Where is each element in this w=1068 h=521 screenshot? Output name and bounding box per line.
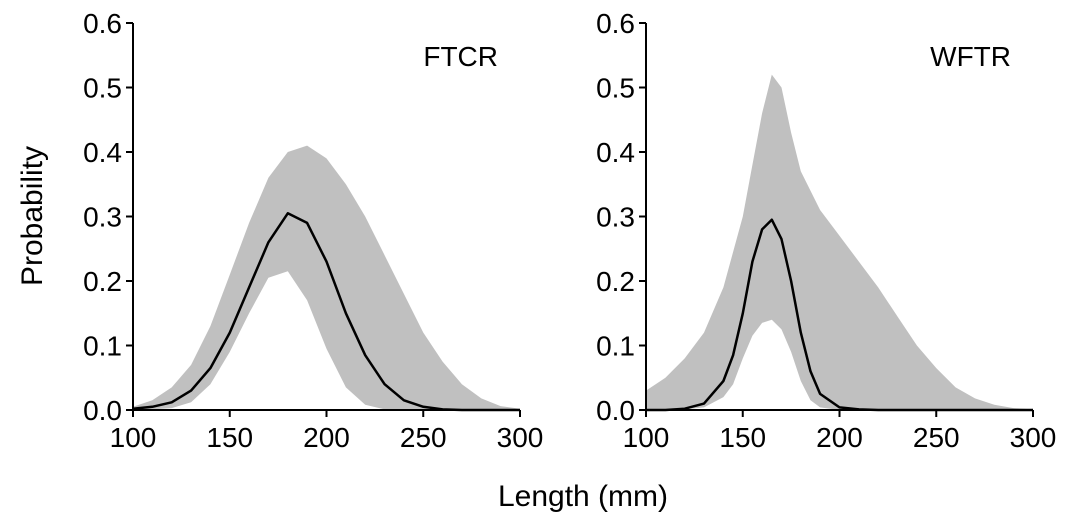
- panel-ftcr: 0.0 0.1 0.2 0.3 0.4 0.5 0.6 100 150 200 250 300 FTCR: [83, 8, 543, 453]
- y-tick-label: 0.3: [596, 202, 635, 233]
- x-tick-label: 100: [110, 422, 157, 453]
- y-tick-label: 0.6: [83, 8, 122, 39]
- y-tick-label: 0.5: [83, 73, 122, 104]
- y-tick-label: 0.4: [596, 137, 635, 168]
- panel-wftr: 0.0 0.1 0.2 0.3 0.4 0.5 0.6 100 150 200 250 300 WFTR: [596, 8, 1056, 453]
- x-tick-label: 150: [206, 422, 253, 453]
- credible-band: [646, 74, 1033, 410]
- y-tick-label: 0.2: [83, 266, 122, 297]
- y-tick-label: 0.6: [596, 8, 635, 39]
- y-tick-label: 0.2: [596, 266, 635, 297]
- x-tick-label: 100: [623, 422, 670, 453]
- x-tick-label: 150: [719, 422, 766, 453]
- x-tick-label: 200: [816, 422, 863, 453]
- x-tick-label: 200: [303, 422, 350, 453]
- panel-label: FTCR: [423, 41, 498, 72]
- y-tick-label: 0.0: [83, 395, 122, 426]
- y-tick-label: 0.1: [83, 331, 122, 362]
- y-tick-label: 0.1: [596, 331, 635, 362]
- y-tick-label: 0.0: [596, 395, 635, 426]
- y-axis-title: Probability: [16, 146, 49, 286]
- panel-label: WFTR: [930, 41, 1011, 72]
- x-tick-label: 250: [913, 422, 960, 453]
- y-tick-label: 0.4: [83, 137, 122, 168]
- x-tick-label: 300: [497, 422, 544, 453]
- x-axis-title: Length (mm): [498, 480, 668, 513]
- x-tick-label: 250: [400, 422, 447, 453]
- y-tick-label: 0.5: [596, 73, 635, 104]
- y-tick-label: 0.3: [83, 202, 122, 233]
- credible-band: [133, 145, 520, 410]
- x-tick-label: 300: [1010, 422, 1057, 453]
